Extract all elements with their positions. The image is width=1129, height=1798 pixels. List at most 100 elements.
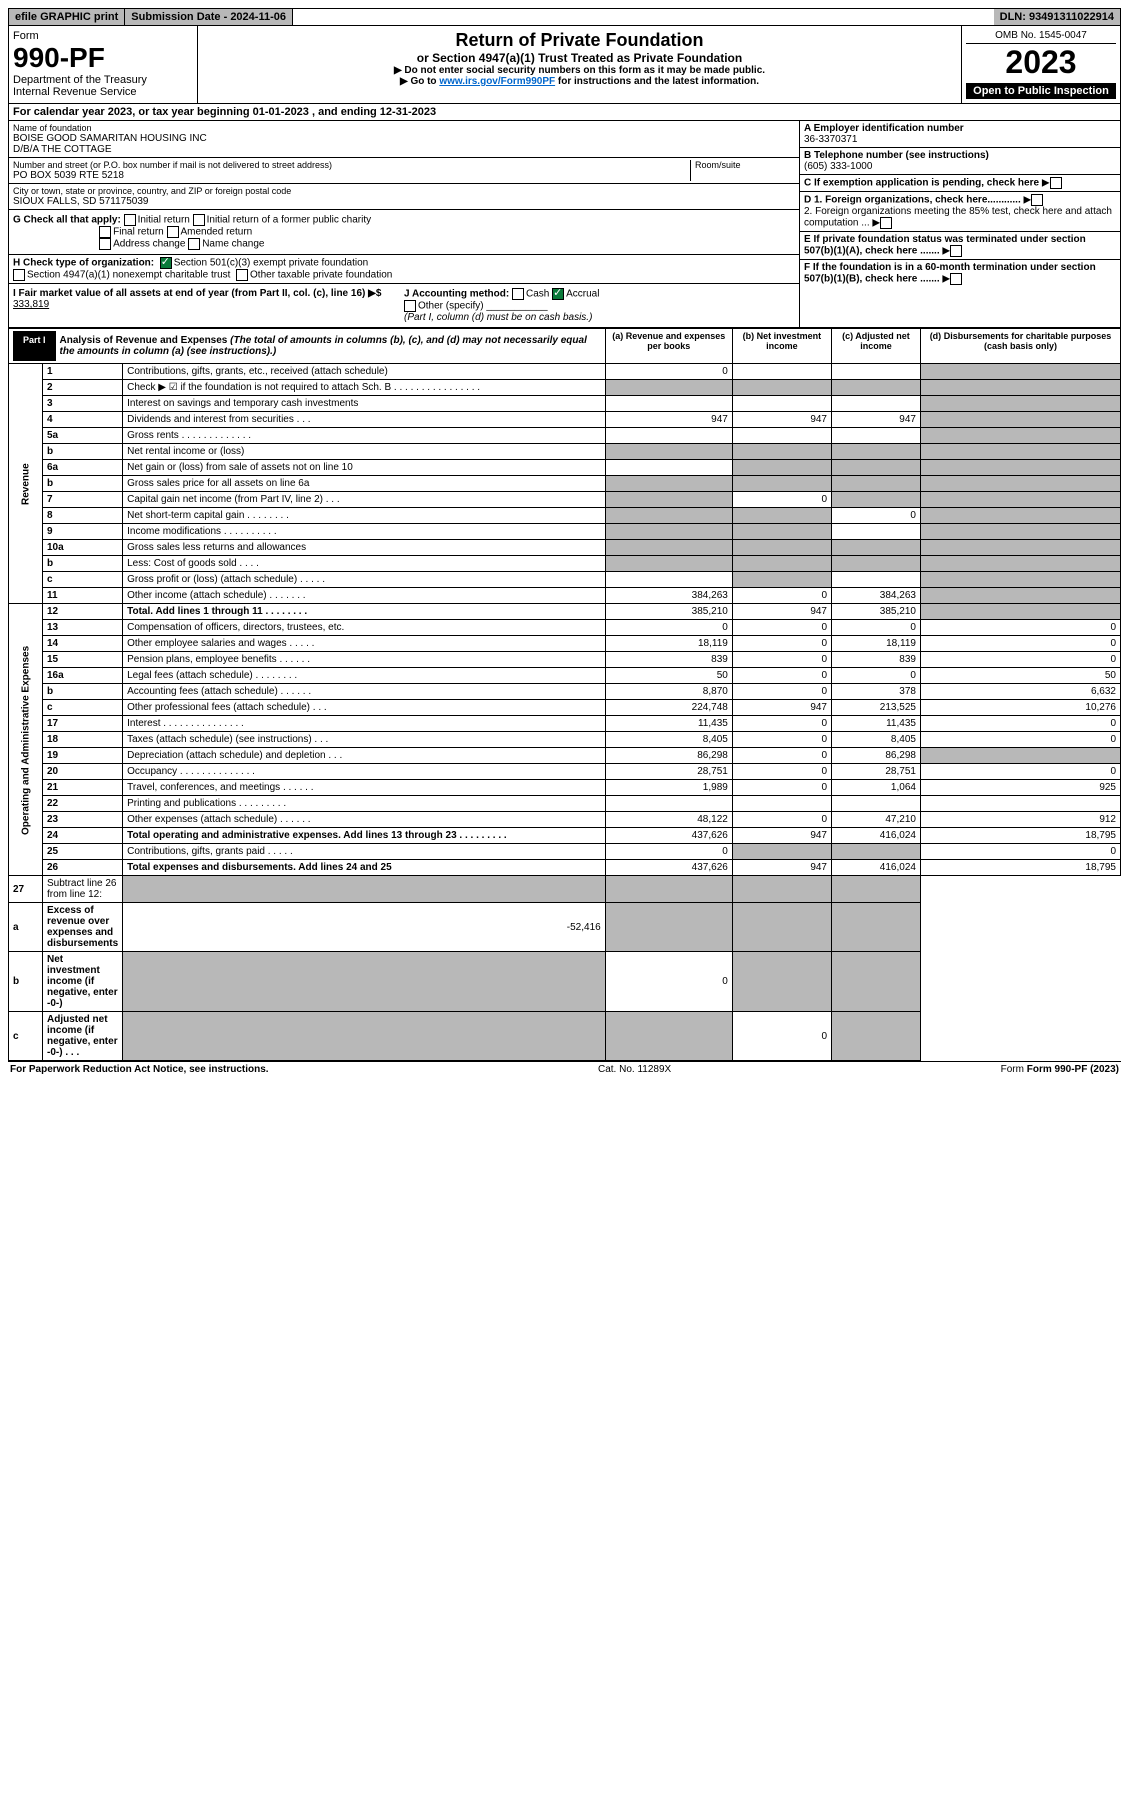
dept: Department of the Treasury	[13, 74, 193, 86]
line-no: 17	[43, 716, 123, 732]
cell: 385,210	[832, 604, 921, 620]
line-no: b	[43, 556, 123, 572]
line-desc: Total operating and administrative expen…	[123, 828, 606, 844]
line-no: 27	[9, 876, 43, 903]
line-desc: Gross sales less returns and allowances	[123, 540, 606, 556]
line-no: 24	[43, 828, 123, 844]
dln: DLN: 93491311022914	[994, 9, 1120, 25]
cell: 0	[732, 1012, 831, 1061]
cell	[732, 524, 831, 540]
cell	[832, 428, 921, 444]
line-no: b	[43, 444, 123, 460]
cell: 0	[605, 952, 732, 1012]
line-no: 5a	[43, 428, 123, 444]
line-no: b	[43, 476, 123, 492]
cell	[732, 476, 831, 492]
line-desc: Gross rents . . . . . . . . . . . . .	[123, 428, 606, 444]
line-no: c	[43, 700, 123, 716]
cell: 384,263	[605, 588, 732, 604]
cell	[920, 572, 1120, 588]
cell	[605, 903, 732, 952]
city-label: City or town, state or province, country…	[13, 186, 795, 196]
cell: 28,751	[605, 764, 732, 780]
cell	[832, 524, 921, 540]
cell: 437,626	[605, 860, 732, 876]
cell	[832, 796, 921, 812]
cell: 0	[732, 620, 831, 636]
line-no: a	[9, 903, 43, 952]
cell: 0	[732, 652, 831, 668]
cell	[732, 796, 831, 812]
calendar-year: For calendar year 2023, or tax year begi…	[8, 104, 1121, 121]
line-desc: Other professional fees (attach schedule…	[123, 700, 606, 716]
cell: 947	[732, 412, 831, 428]
cell: 10,276	[920, 700, 1120, 716]
cell	[832, 844, 921, 860]
cell: 8,405	[605, 732, 732, 748]
cell: 947	[732, 860, 831, 876]
line-desc: Adjusted net income (if negative, enter …	[43, 1012, 123, 1061]
cell	[605, 444, 732, 460]
cell	[732, 572, 831, 588]
cell	[832, 903, 921, 952]
line-no: 7	[43, 492, 123, 508]
cell	[732, 364, 831, 380]
cell	[832, 540, 921, 556]
cell: 0	[832, 668, 921, 684]
cell	[732, 396, 831, 412]
cell: 0	[920, 764, 1120, 780]
cell: 11,435	[605, 716, 732, 732]
cell	[123, 952, 606, 1012]
line-desc: Compensation of officers, directors, tru…	[123, 620, 606, 636]
line-no: 10a	[43, 540, 123, 556]
line-no: 21	[43, 780, 123, 796]
accounting-method: J Accounting method: Cash Accrual Other …	[404, 288, 795, 323]
cell: -52,416	[123, 903, 606, 952]
line-no: 16a	[43, 668, 123, 684]
form-title: Return of Private Foundation	[202, 30, 957, 51]
line-desc: Other expenses (attach schedule) . . . .…	[123, 812, 606, 828]
line-no: 18	[43, 732, 123, 748]
foundation-name2: D/B/A THE COTTAGE	[13, 144, 795, 155]
line-desc: Net short-term capital gain . . . . . . …	[123, 508, 606, 524]
cell	[732, 876, 831, 903]
omb: OMB No. 1545-0047	[966, 30, 1116, 44]
line-no: 26	[43, 860, 123, 876]
e-check: E If private foundation status was termi…	[804, 234, 1086, 257]
cell	[920, 588, 1120, 604]
cell	[920, 460, 1120, 476]
cell: 378	[832, 684, 921, 700]
instr1: ▶ Do not enter social security numbers o…	[202, 65, 957, 76]
instr2: ▶ Go to www.irs.gov/Form990PF for instru…	[202, 76, 957, 87]
cell	[832, 556, 921, 572]
phone: (605) 333-1000	[804, 161, 872, 172]
cell: 28,751	[832, 764, 921, 780]
cell: 0	[832, 620, 921, 636]
line-desc: Occupancy . . . . . . . . . . . . . .	[123, 764, 606, 780]
cell	[920, 796, 1120, 812]
cell	[605, 796, 732, 812]
line-no: 13	[43, 620, 123, 636]
d2: 2. Foreign organizations meeting the 85%…	[804, 206, 1112, 229]
line-desc: Printing and publications . . . . . . . …	[123, 796, 606, 812]
cell: 0	[920, 636, 1120, 652]
cell: 18,119	[605, 636, 732, 652]
line-no: 22	[43, 796, 123, 812]
cell: 384,263	[832, 588, 921, 604]
cell: 86,298	[832, 748, 921, 764]
line-desc: Gross profit or (loss) (attach schedule)…	[123, 572, 606, 588]
line-no: 12	[43, 604, 123, 620]
ein-label: A Employer identification number	[804, 123, 964, 134]
fmv: I Fair market value of all assets at end…	[13, 288, 404, 323]
cell	[920, 748, 1120, 764]
line-no: c	[9, 1012, 43, 1061]
line-desc: Excess of revenue over expenses and disb…	[43, 903, 123, 952]
cell	[605, 524, 732, 540]
form-link[interactable]: www.irs.gov/Form990PF	[439, 76, 555, 87]
cell: 947	[605, 412, 732, 428]
line-desc: Legal fees (attach schedule) . . . . . .…	[123, 668, 606, 684]
cell	[832, 1012, 921, 1061]
cell: 912	[920, 812, 1120, 828]
line-no: b	[9, 952, 43, 1012]
cell: 0	[732, 716, 831, 732]
